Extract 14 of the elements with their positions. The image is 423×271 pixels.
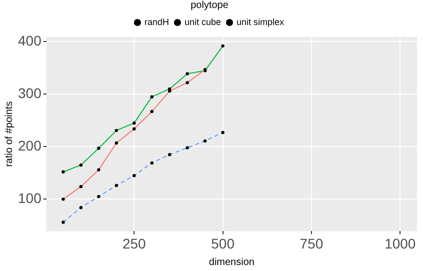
y-tick-label: 300 — [18, 85, 42, 102]
legend-label: randH — [144, 16, 169, 27]
y-tick-label: 400 — [18, 32, 42, 49]
y-axis-title: ratio of #points — [4, 101, 15, 167]
x-tick-label: 250 — [122, 235, 146, 252]
legend-label: unit cube — [184, 16, 222, 27]
x-tick-label: 750 — [300, 235, 324, 252]
x-tick-label: 500 — [211, 235, 235, 252]
y-tick-label: 200 — [18, 138, 42, 154]
legend-title: polytope — [190, 0, 229, 11]
x-tick-label: 1000 — [384, 235, 416, 252]
y-tick-label: 100 — [18, 190, 42, 206]
x-axis-title: dimension — [208, 256, 254, 268]
legend-label: unit simplex — [236, 16, 285, 27]
